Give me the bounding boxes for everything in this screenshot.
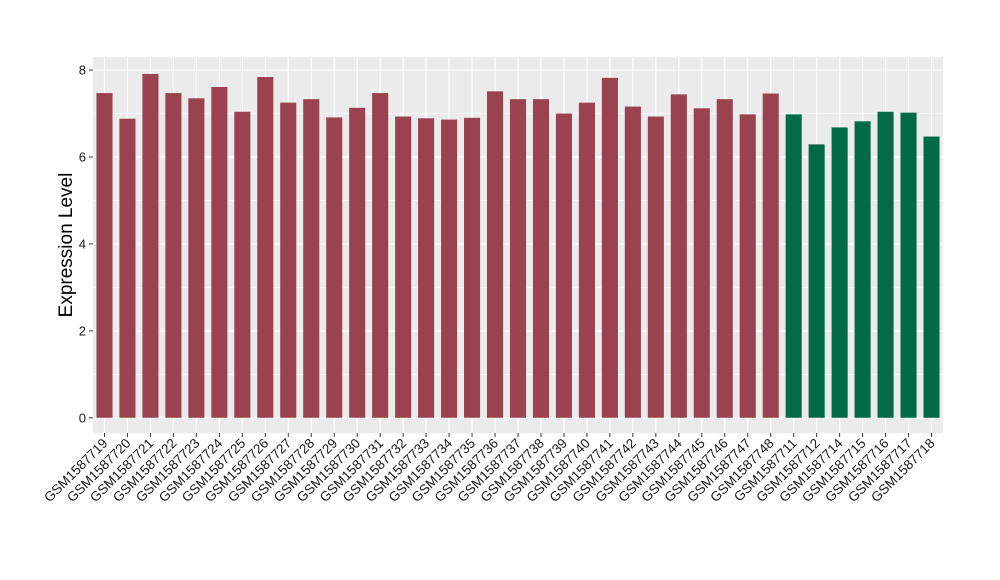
- y-axis-title: Expression Level: [56, 173, 77, 318]
- x-axis: GSM1587719GSM1587720GSM1587721GSM1587722…: [41, 433, 938, 505]
- bar-GSM1587739: [555, 113, 572, 418]
- bar-GSM1587721: [142, 73, 159, 418]
- bar-GSM1587745: [693, 108, 710, 418]
- bar-GSM1587726: [257, 76, 274, 418]
- bar-GSM1587711: [785, 114, 802, 418]
- y-tick-label: 4: [79, 236, 86, 251]
- bar-GSM1587741: [601, 77, 618, 418]
- bar-GSM1587743: [647, 116, 664, 418]
- bar-GSM1587746: [716, 99, 733, 418]
- bar-GSM1587735: [464, 117, 481, 418]
- y-tick-label: 6: [79, 149, 86, 164]
- y-axis: 0 2 4 6 8: [79, 63, 93, 425]
- bar-GSM1587742: [624, 106, 641, 418]
- bar-GSM1587733: [418, 118, 435, 418]
- bar-GSM1587734: [441, 119, 458, 418]
- y-tick-label: 0: [79, 410, 86, 425]
- bar-GSM1587747: [739, 114, 756, 418]
- bar-GSM1587718: [923, 136, 940, 418]
- bar-GSM1587717: [900, 112, 917, 418]
- bar-GSM1587714: [831, 127, 848, 418]
- bars: [96, 73, 940, 418]
- bar-GSM1587716: [877, 111, 894, 418]
- bar-GSM1587725: [234, 111, 251, 418]
- y-tick-label: 8: [79, 63, 86, 78]
- bar-GSM1587740: [578, 102, 595, 418]
- bar-GSM1587731: [372, 93, 389, 418]
- bar-GSM1587738: [532, 99, 550, 418]
- bar-GSM1587737: [509, 99, 527, 418]
- bar-GSM1587727: [280, 102, 297, 418]
- bar-GSM1587730: [349, 107, 366, 418]
- bar-GSM1587748: [762, 93, 779, 418]
- bar-GSM1587736: [486, 91, 504, 418]
- bar-GSM1587722: [165, 93, 182, 418]
- bar-GSM1587712: [808, 144, 825, 418]
- bar-GSM1587719: [96, 93, 113, 418]
- bar-GSM1587724: [211, 86, 228, 418]
- bar-GSM1587744: [670, 94, 687, 418]
- bar-GSM1587723: [188, 98, 205, 418]
- y-tick-label: 2: [79, 323, 86, 338]
- bar-GSM1587732: [395, 116, 412, 418]
- bar-GSM1587715: [854, 121, 871, 418]
- bar-GSM1587720: [119, 118, 136, 418]
- bar-GSM1587728: [303, 99, 320, 418]
- bar-GSM1587729: [326, 117, 343, 418]
